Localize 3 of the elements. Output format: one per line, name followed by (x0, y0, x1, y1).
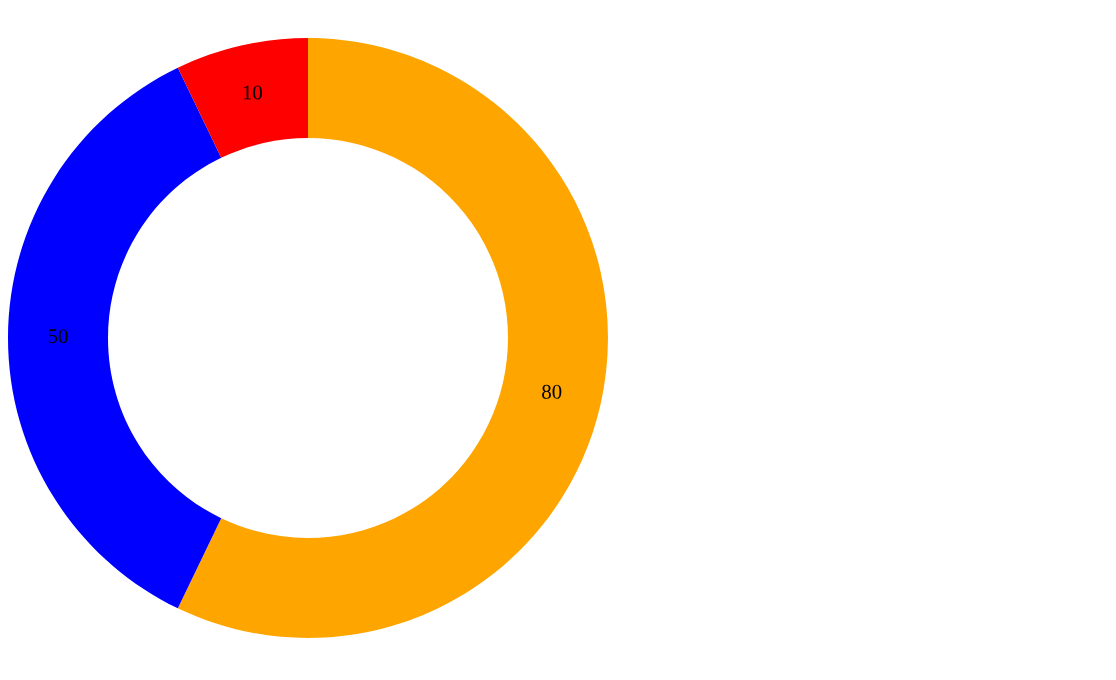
data-label: 80 (542, 384, 562, 399)
data-label: 50 (48, 329, 68, 344)
data-label: 10 (243, 85, 262, 100)
